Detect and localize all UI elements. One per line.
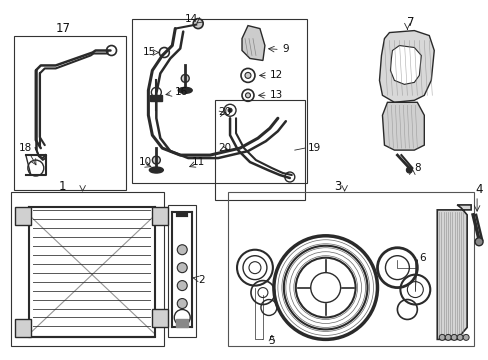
Bar (14, 36, 126, 190)
Ellipse shape (149, 167, 163, 173)
Text: 16: 16 (175, 87, 188, 97)
Polygon shape (382, 102, 424, 150)
Circle shape (438, 334, 444, 340)
Text: 19: 19 (307, 143, 320, 153)
Ellipse shape (178, 87, 192, 93)
Circle shape (177, 263, 187, 273)
Circle shape (227, 108, 232, 112)
Circle shape (474, 238, 482, 246)
Text: 3: 3 (334, 180, 341, 193)
Text: 8: 8 (413, 163, 420, 173)
Circle shape (177, 280, 187, 291)
Circle shape (450, 334, 456, 340)
Text: 6: 6 (419, 253, 425, 263)
FancyBboxPatch shape (15, 319, 31, 337)
Text: 14: 14 (185, 14, 198, 24)
Text: 10: 10 (138, 157, 151, 167)
Text: 20: 20 (218, 143, 231, 153)
Circle shape (244, 72, 250, 78)
Text: 18: 18 (19, 143, 32, 153)
Circle shape (177, 245, 187, 255)
Circle shape (444, 334, 450, 340)
Text: 4: 4 (474, 184, 482, 197)
Text: 15: 15 (142, 48, 155, 58)
Circle shape (152, 156, 160, 164)
Circle shape (406, 167, 411, 173)
Circle shape (193, 19, 203, 28)
Text: 13: 13 (269, 90, 283, 100)
Polygon shape (379, 31, 433, 102)
Text: 17: 17 (56, 22, 71, 35)
Circle shape (177, 298, 187, 309)
Text: 2: 2 (198, 275, 204, 285)
FancyBboxPatch shape (152, 207, 168, 225)
FancyBboxPatch shape (15, 207, 31, 225)
Polygon shape (436, 205, 470, 339)
Polygon shape (389, 45, 421, 84)
Text: 9: 9 (282, 44, 289, 54)
Text: 1: 1 (59, 180, 66, 193)
Circle shape (456, 334, 462, 340)
Text: 11: 11 (192, 157, 205, 167)
Bar (132, 19, 306, 183)
Circle shape (181, 75, 189, 82)
Bar (227, 192, 473, 346)
Text: 20: 20 (218, 107, 231, 117)
FancyBboxPatch shape (152, 310, 168, 328)
Bar (150, 95, 162, 101)
Bar (215, 100, 304, 200)
Bar (11, 192, 164, 346)
Text: 7: 7 (407, 16, 414, 29)
Text: 5: 5 (267, 336, 274, 346)
Circle shape (462, 334, 468, 340)
Text: 12: 12 (269, 71, 283, 80)
Circle shape (245, 93, 250, 98)
Polygon shape (242, 26, 264, 60)
Bar (168, 205, 196, 337)
Bar (176, 319, 188, 328)
